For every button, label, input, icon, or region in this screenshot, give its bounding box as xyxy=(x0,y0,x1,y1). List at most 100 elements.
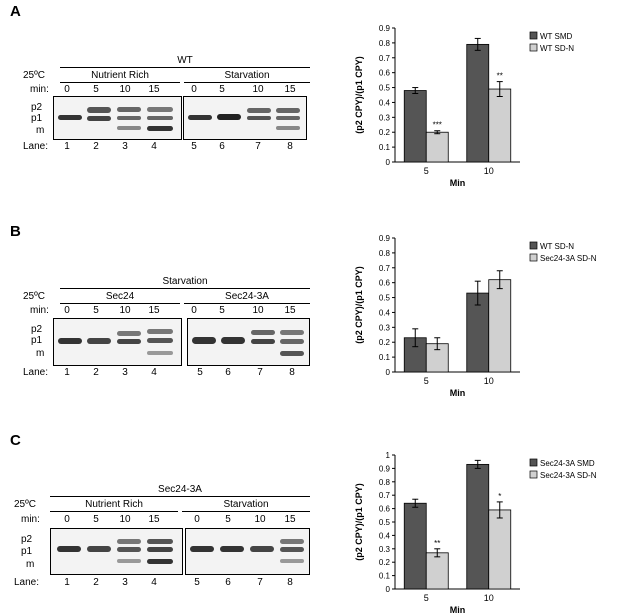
blot-title-b: Starvation xyxy=(162,276,208,287)
blot-band xyxy=(247,116,271,120)
y-tick-label: 1 xyxy=(386,451,391,460)
blot-band xyxy=(87,338,111,344)
temperature-label-c: 25ºC xyxy=(14,499,36,510)
significance-marker: ** xyxy=(434,539,440,548)
blot-band xyxy=(147,107,173,112)
y-tick-label: 0 xyxy=(386,158,391,167)
blot-title-a: WT xyxy=(177,55,193,66)
blot-band xyxy=(117,339,141,344)
bar xyxy=(466,463,490,590)
blot-band xyxy=(147,559,173,564)
western-blot-c-starvation xyxy=(185,528,310,575)
lane-number-c-8: 8 xyxy=(287,577,293,588)
legend-label: WT SMD xyxy=(540,32,573,41)
lane-label-c: Lane: xyxy=(14,577,40,588)
y-tick-label: 0.1 xyxy=(379,353,391,362)
bar xyxy=(466,43,490,163)
y-axis-label: (p2 CPY)/(p1 CPY) xyxy=(354,483,364,561)
blot-band xyxy=(117,539,141,544)
blot-band xyxy=(87,546,111,552)
y-tick-label: 0.4 xyxy=(379,308,391,317)
time-label-c-3: 10 xyxy=(119,514,131,525)
lane-number-a-3: 3 xyxy=(122,141,128,152)
lane-number-b-3: 3 xyxy=(122,367,128,378)
lane-number-a-1: 1 xyxy=(64,141,70,152)
time-label-c-5: 0 xyxy=(194,514,200,525)
temperature-label-a: 25ºC xyxy=(23,70,45,81)
y-tick-label: 0.9 xyxy=(379,234,391,243)
y-tick-label: 0 xyxy=(386,585,391,594)
lane-number-b-7: 7 xyxy=(257,367,263,378)
blot-band xyxy=(276,116,300,120)
blot-band xyxy=(117,126,141,130)
y-tick-label: 0.2 xyxy=(379,128,391,137)
time-label-a-8: 15 xyxy=(284,84,296,95)
y-tick-label: 0.7 xyxy=(379,54,391,63)
blot-band xyxy=(117,116,141,120)
time-label-c-1: 0 xyxy=(64,514,70,525)
y-tick-label: 0.8 xyxy=(379,39,391,48)
legend-label: Sec24-3A SD-N xyxy=(540,471,597,480)
min-label-b: min: xyxy=(30,305,49,316)
y-tick-label: 0.5 xyxy=(379,294,391,303)
blot-band xyxy=(280,539,304,544)
group-label-b-1: Sec24 xyxy=(105,291,135,302)
lane-number-a-5: 5 xyxy=(191,141,197,152)
blot-band xyxy=(117,559,141,563)
band-label-a-p1: p1 xyxy=(31,113,43,124)
group-underline-a-2 xyxy=(184,82,310,83)
time-label-a-2: 5 xyxy=(93,84,99,95)
lane-number-c-4: 4 xyxy=(151,577,157,588)
blot-band xyxy=(58,115,82,120)
group-underline-a-1 xyxy=(60,82,180,83)
time-label-a-3: 10 xyxy=(119,84,131,95)
time-label-a-6: 5 xyxy=(219,84,225,95)
blot-band xyxy=(217,114,241,120)
group-underline-c-1 xyxy=(50,511,178,512)
blot-band xyxy=(280,351,304,356)
y-tick-label: 0 xyxy=(386,368,391,377)
lane-number-c-7: 7 xyxy=(257,577,263,588)
time-label-c-8: 15 xyxy=(284,514,296,525)
x-tick-label: 10 xyxy=(484,376,494,386)
legend-label: WT SD-N xyxy=(540,44,574,53)
x-tick-label: 10 xyxy=(484,166,494,176)
group-underline-c-2 xyxy=(182,511,310,512)
y-tick-label: 0.2 xyxy=(379,558,391,567)
blot-band xyxy=(220,546,244,552)
lane-number-c-5: 5 xyxy=(194,577,200,588)
y-tick-label: 0.5 xyxy=(379,84,391,93)
blot-band xyxy=(117,331,141,336)
legend-swatch xyxy=(529,253,538,262)
lane-number-a-4: 4 xyxy=(151,141,157,152)
band-label-c-p2: p2 xyxy=(21,534,33,545)
legend-swatch xyxy=(529,31,538,40)
y-tick-label: 0.8 xyxy=(379,249,391,258)
time-label-c-6: 5 xyxy=(225,514,231,525)
time-label-b-6: 5 xyxy=(219,305,225,316)
time-label-c-4: 15 xyxy=(148,514,160,525)
blot-band xyxy=(192,337,216,344)
legend-swatch xyxy=(529,241,538,250)
lane-number-b-4: 4 xyxy=(151,367,157,378)
y-tick-label: 0.5 xyxy=(379,518,391,527)
min-label-c: min: xyxy=(21,514,40,525)
band-label-b-m: m xyxy=(36,348,45,359)
time-label-b-1: 0 xyxy=(64,305,70,316)
time-label-a-7: 10 xyxy=(252,84,264,95)
blot-band xyxy=(247,108,271,113)
lane-number-b-8: 8 xyxy=(289,367,295,378)
blot-band xyxy=(276,126,300,130)
y-tick-label: 0.8 xyxy=(379,478,391,487)
blot-band xyxy=(147,539,173,544)
blot-band xyxy=(87,107,111,113)
time-label-a-4: 15 xyxy=(148,84,160,95)
bar-chart-c: 0 0.1 0.2 0.3 0.4 0.5 0.6 0.7 0.8 0.9 1 (p2 CPY)/(p… xyxy=(354,451,597,614)
title-underline-b xyxy=(60,288,310,289)
x-axis-label: Min xyxy=(450,605,466,614)
y-tick-label: 0.4 xyxy=(379,531,391,540)
blot-band xyxy=(250,546,274,552)
blot-band xyxy=(276,108,300,113)
y-tick-label: 0.9 xyxy=(379,24,391,33)
lane-label-a: Lane: xyxy=(23,141,49,152)
